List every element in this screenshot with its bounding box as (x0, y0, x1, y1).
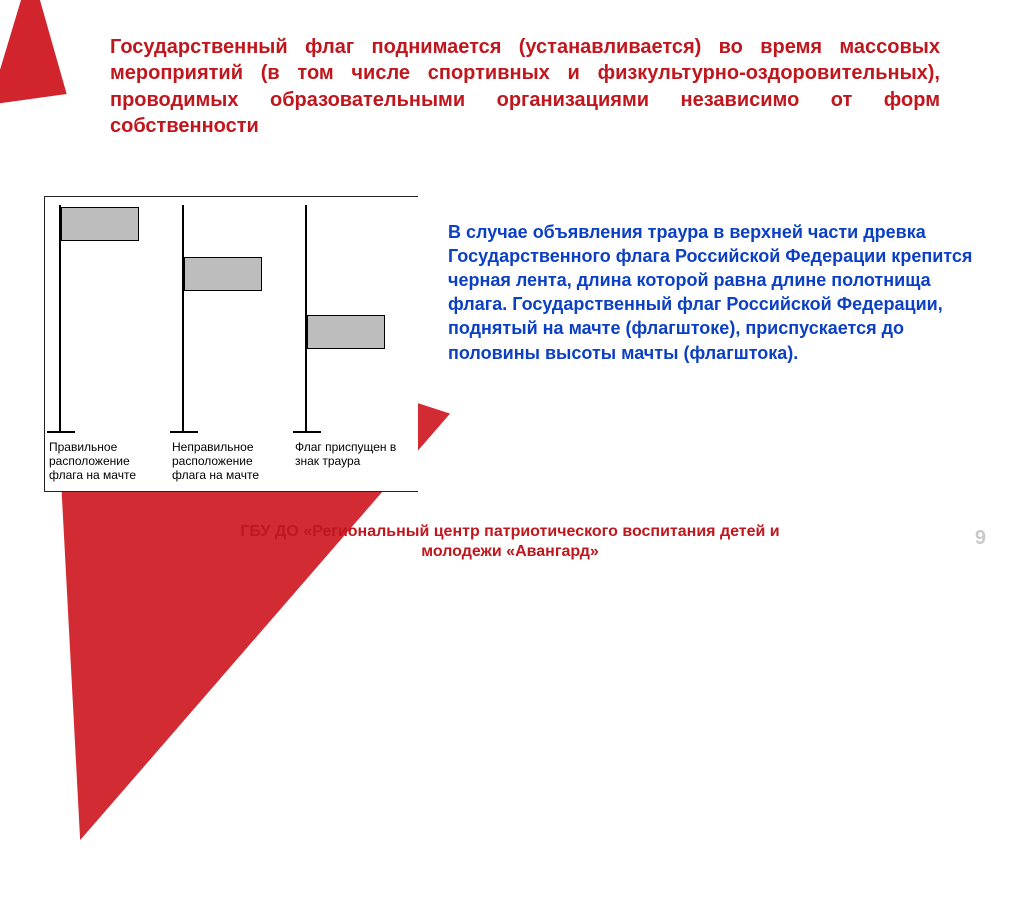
slide: Государственный флаг поднимается (устана… (0, 0, 1024, 576)
caption-correct: Правильное расположение флага на мачте (45, 441, 163, 482)
flag-position-diagram: Правильное расположение флага на мачте Н… (44, 196, 418, 492)
mast-mourning: Флаг приспущен в знак траура (291, 197, 414, 491)
caption-mourning: Флаг приспущен в знак траура (291, 441, 409, 469)
mast-incorrect: Неправильное расположение флага на мачте (168, 197, 291, 491)
slide-title: Государственный флаг поднимается (устана… (110, 34, 940, 140)
flag-rect (307, 315, 385, 349)
pole-base (170, 431, 198, 433)
body-paragraph: В случае объявления траура в верхней час… (448, 220, 978, 365)
diagram-frame: Правильное расположение флага на мачте Н… (44, 196, 418, 492)
pole-base (293, 431, 321, 433)
flag-rect (184, 257, 262, 291)
footer-org: ГБУ ДО «Региональный центр патриотическо… (210, 522, 810, 562)
caption-incorrect: Неправильное расположение флага на мачте (168, 441, 286, 482)
flag-rect (61, 207, 139, 241)
mast-correct: Правильное расположение флага на мачте (45, 197, 168, 491)
flagpole-icon (182, 205, 184, 431)
page-number: 9 (975, 527, 986, 550)
pole-base (47, 431, 75, 433)
